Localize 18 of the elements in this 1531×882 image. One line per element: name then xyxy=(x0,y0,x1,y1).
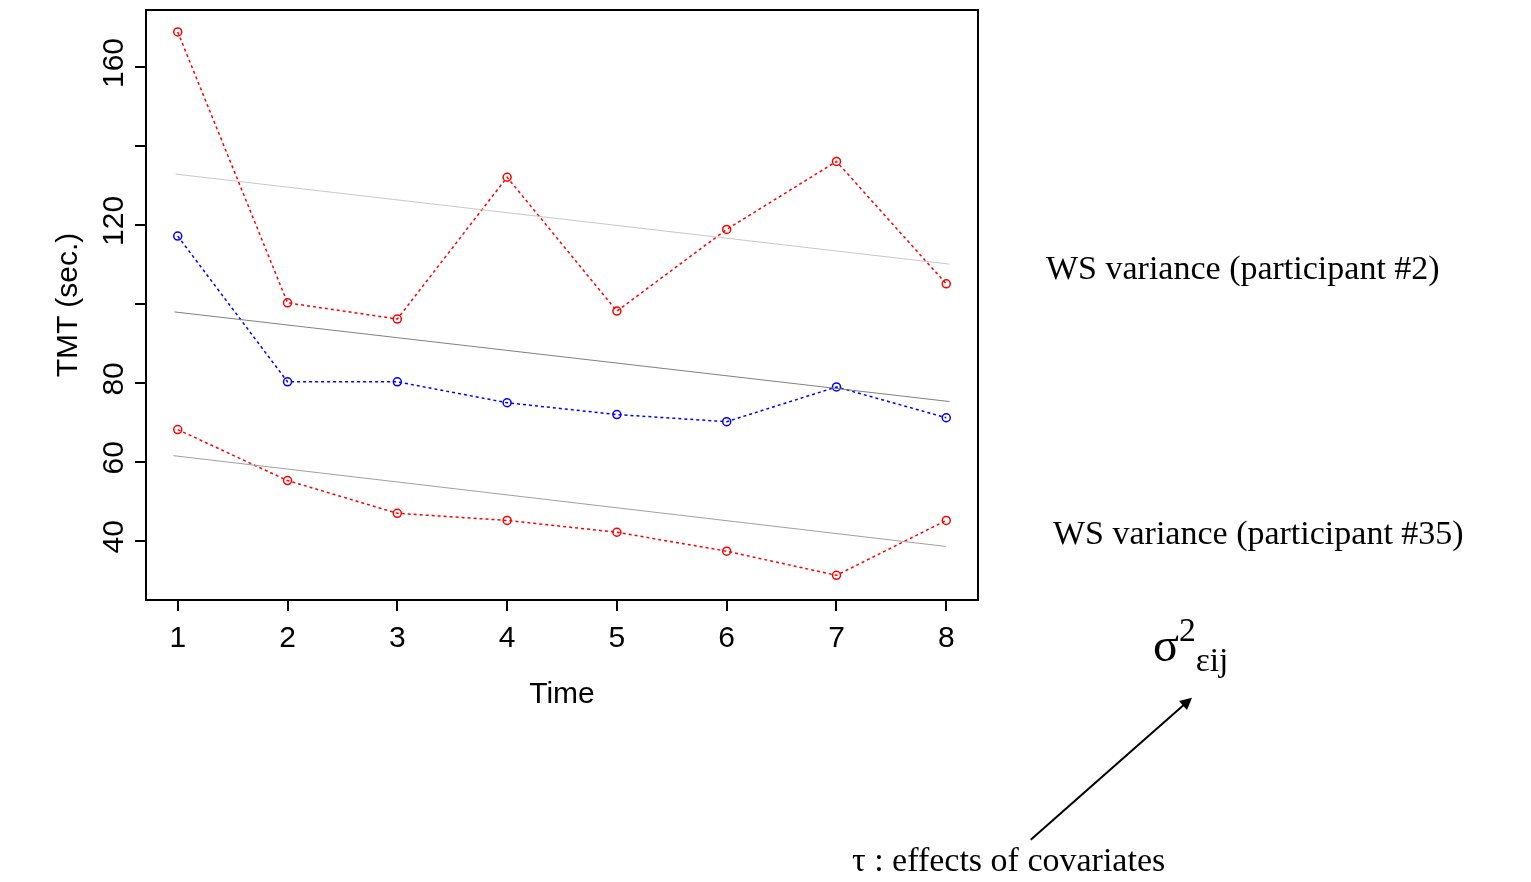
y-tick-label: 120 xyxy=(96,195,130,246)
y-axis-title: TMT (sec.) xyxy=(49,232,83,378)
y-tick-label: 160 xyxy=(96,37,130,88)
y-tick-label: 60 xyxy=(96,441,130,475)
y-tick-label: 40 xyxy=(96,520,130,554)
x-tick-label: 2 xyxy=(279,619,296,653)
y-tick-label: 80 xyxy=(96,362,130,396)
x-tick-label: 6 xyxy=(718,619,736,653)
x-tick-label: 5 xyxy=(608,619,626,653)
text: τ : effects of covariates xyxy=(852,841,1166,878)
x-tick-label: 8 xyxy=(937,619,955,653)
text: WS variance (participant #2) xyxy=(1046,249,1440,287)
x-tick-label: 3 xyxy=(388,619,406,653)
text: WS variance (participant #35) xyxy=(1053,514,1464,552)
x-tick-label: 1 xyxy=(169,619,187,653)
x-tick-label: 7 xyxy=(828,619,845,653)
x-axis-title: Time xyxy=(529,675,595,709)
x-tick-label: 4 xyxy=(498,619,516,653)
